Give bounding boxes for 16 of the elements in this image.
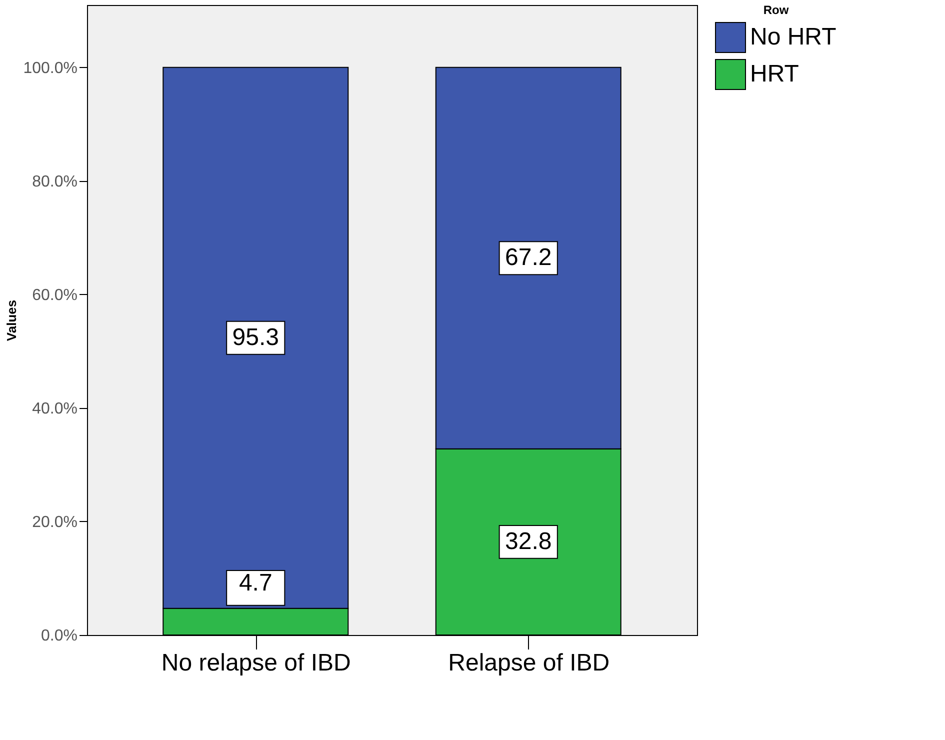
y-tick-label: 80.0%: [32, 173, 78, 190]
legend-label: No HRT: [750, 24, 837, 50]
y-tick-label: 60.0%: [32, 286, 78, 304]
legend-title: Row: [763, 3, 790, 17]
legend-label: HRT: [750, 60, 800, 88]
y-tick-label: 20.0%: [32, 514, 78, 531]
x-tick-label: Relapse of IBD: [448, 650, 610, 676]
y-tick-label: 0.0%: [41, 628, 78, 644]
x-tick-label: No relapse of IBD: [161, 650, 351, 676]
data-label: 95.3: [232, 324, 279, 351]
y-tick-label: 100.0%: [23, 60, 78, 77]
data-label: 32.8: [505, 528, 552, 555]
y-tick-label: 40.0%: [32, 400, 78, 418]
data-label: 67.2: [505, 244, 552, 272]
y-axis-title: Values: [4, 300, 20, 342]
data-label: 4.7: [238, 569, 272, 596]
